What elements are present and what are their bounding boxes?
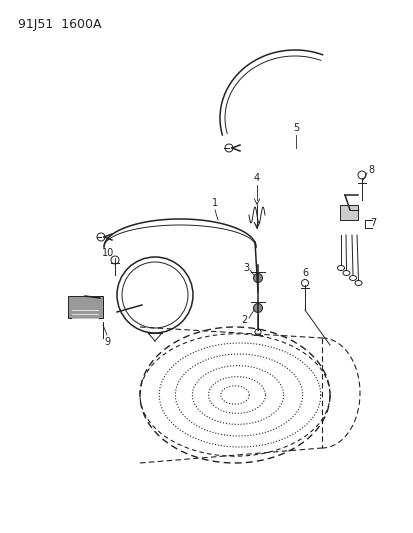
Text: 5: 5 <box>292 123 299 133</box>
Text: 10: 10 <box>102 248 114 258</box>
Text: 6: 6 <box>301 268 307 278</box>
Text: 4: 4 <box>253 173 259 183</box>
Text: 91J51  1600A: 91J51 1600A <box>18 18 101 31</box>
Text: 1: 1 <box>211 198 218 208</box>
Text: 3: 3 <box>242 263 249 273</box>
Text: 8: 8 <box>367 165 373 175</box>
Bar <box>339 205 357 220</box>
Text: 7: 7 <box>369 218 375 228</box>
Circle shape <box>253 273 262 282</box>
Text: 2: 2 <box>240 315 247 325</box>
Text: 9: 9 <box>104 337 110 347</box>
Circle shape <box>253 303 262 312</box>
Bar <box>68 296 103 318</box>
